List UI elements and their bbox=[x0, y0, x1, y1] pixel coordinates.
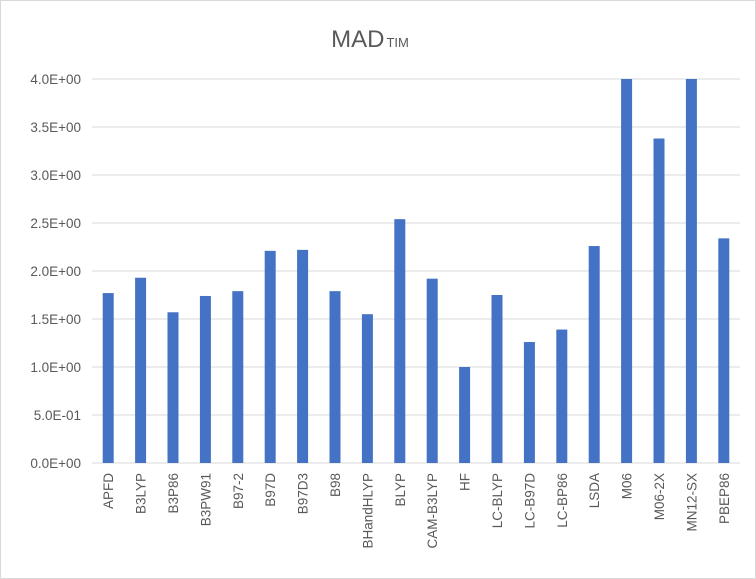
x-axis-ticks: APFD B3LYP B3P86 B3PW91 B97-2 B97D B97D3 B98 BHa… bbox=[101, 473, 732, 549]
bar bbox=[556, 329, 568, 463]
y-tick-label: 0.0E+00 bbox=[30, 456, 81, 471]
y-tick-label: 1.0E+00 bbox=[30, 360, 81, 375]
x-tick-label: M06-2X bbox=[652, 473, 667, 520]
y-tick-label: 2.0E+00 bbox=[30, 264, 81, 279]
y-tick-label: 2.5E+00 bbox=[30, 216, 81, 231]
bar bbox=[491, 295, 503, 463]
x-tick-label: B98 bbox=[328, 473, 343, 497]
x-tick-label: LC-B97D bbox=[522, 473, 537, 529]
x-tick-label: LSDA bbox=[587, 473, 602, 508]
x-tick-label: M06 bbox=[620, 473, 635, 499]
y-tick-label: 5.0E-01 bbox=[34, 408, 81, 423]
x-tick-label: CAM-B3LYP bbox=[425, 473, 440, 549]
y-tick-label: 3.0E+00 bbox=[30, 168, 81, 183]
y-tick-label: 4.0E+00 bbox=[30, 72, 81, 87]
bar bbox=[459, 367, 471, 463]
bar bbox=[653, 138, 665, 463]
x-tick-label: MN12-SX bbox=[684, 473, 699, 532]
chart-title: MAD TIM bbox=[331, 26, 409, 53]
bar bbox=[361, 314, 373, 463]
x-tick-label: PBEP86 bbox=[717, 473, 732, 524]
bar bbox=[718, 238, 730, 463]
bars bbox=[102, 79, 730, 463]
x-tick-label: BLYP bbox=[393, 473, 408, 507]
x-tick-label: APFD bbox=[101, 473, 116, 509]
x-tick-label: BHandHLYP bbox=[360, 473, 375, 549]
y-tick-label: 3.5E+00 bbox=[30, 120, 81, 135]
x-tick-label: LC-BP86 bbox=[555, 473, 570, 528]
x-tick-label: B97D bbox=[263, 473, 278, 507]
bar bbox=[102, 293, 114, 463]
x-tick-label: B3P86 bbox=[166, 473, 181, 514]
bar bbox=[329, 291, 341, 463]
bar bbox=[426, 278, 438, 463]
x-tick-label: HF bbox=[458, 473, 473, 491]
bar bbox=[621, 79, 633, 463]
bar bbox=[297, 249, 309, 463]
bar bbox=[232, 291, 244, 463]
gridlines bbox=[92, 78, 740, 464]
chart-title-subscript: TIM bbox=[386, 35, 408, 50]
x-tick-label: LC-BLYP bbox=[490, 473, 505, 528]
bar bbox=[199, 295, 211, 463]
y-tick-label: 1.5E+00 bbox=[30, 312, 81, 327]
x-tick-label: B3LYP bbox=[134, 473, 149, 514]
x-tick-label: B3PW91 bbox=[198, 473, 213, 526]
bar bbox=[167, 312, 179, 463]
y-axis-ticks: 0.0E+00 5.0E-01 1.0E+00 1.5E+00 2.0E+00 2.5E+… bbox=[30, 72, 81, 471]
bar bbox=[135, 277, 147, 463]
bar bbox=[394, 219, 406, 463]
x-tick-label: B97-2 bbox=[231, 473, 246, 509]
bar bbox=[588, 246, 600, 463]
bar bbox=[685, 79, 697, 463]
bar bbox=[523, 342, 535, 463]
chart-title-main: MAD bbox=[331, 26, 384, 53]
x-tick-label: B97D3 bbox=[296, 473, 311, 514]
bar bbox=[264, 250, 276, 463]
